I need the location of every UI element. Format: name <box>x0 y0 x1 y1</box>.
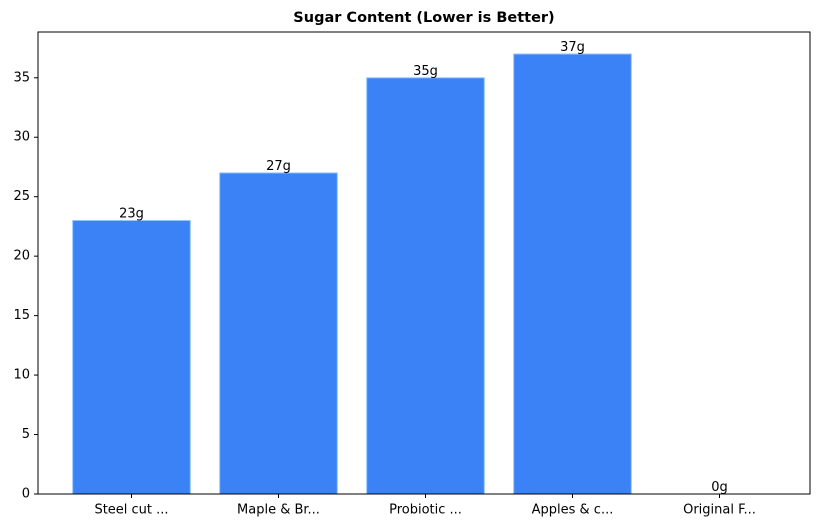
y-tick-label: 25 <box>13 189 30 204</box>
y-tick-label: 30 <box>13 130 30 145</box>
y-tick-label: 15 <box>13 308 30 323</box>
x-tick-label: Steel cut ... <box>94 503 168 518</box>
y-tick-label: 20 <box>13 249 30 264</box>
value-label: 35g <box>413 64 438 79</box>
y-tick-label: 10 <box>13 368 30 383</box>
x-tick-label: Original F... <box>683 503 756 518</box>
x-tick-label: Probiotic ... <box>389 503 462 518</box>
value-label: 23g <box>119 206 144 221</box>
x-tick-label: Maple & Br... <box>237 503 320 518</box>
value-label: 0g <box>711 480 728 495</box>
y-tick-label: 0 <box>22 487 30 502</box>
y-tick-label: 5 <box>22 427 30 442</box>
value-label: 27g <box>266 159 291 174</box>
bar <box>513 53 632 495</box>
chart-title: Sugar Content (Lower is Better) <box>293 10 554 26</box>
plot-frame <box>37 31 811 495</box>
x-tick-label: Apples & c... <box>532 503 614 518</box>
bar <box>72 219 191 495</box>
y-tick-label: 35 <box>13 70 30 85</box>
bar <box>366 77 485 495</box>
value-label: 37g <box>560 40 585 55</box>
bar <box>219 172 338 495</box>
